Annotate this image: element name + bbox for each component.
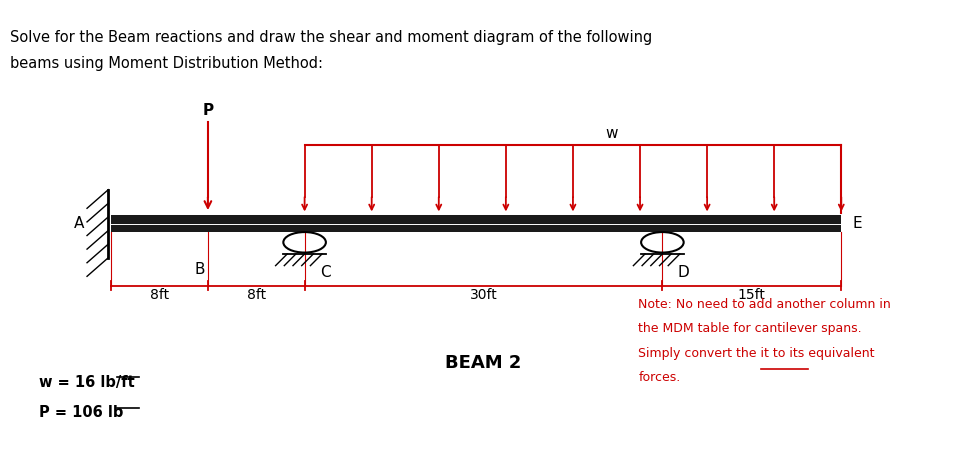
Text: the MDM table for cantilever spans.: the MDM table for cantilever spans. (638, 322, 862, 336)
Text: B: B (195, 262, 205, 277)
Text: w = 16 lb/ft: w = 16 lb/ft (39, 375, 134, 390)
Text: E: E (853, 216, 863, 231)
Polygon shape (111, 215, 841, 232)
Text: beams using Moment Distribution Method:: beams using Moment Distribution Method: (10, 56, 323, 71)
Text: C: C (320, 265, 331, 280)
Text: forces.: forces. (638, 371, 681, 384)
Text: 8ft: 8ft (150, 288, 169, 302)
Text: D: D (678, 265, 689, 280)
Text: 30ft: 30ft (470, 288, 497, 302)
Text: A: A (73, 216, 84, 231)
Text: Solve for the Beam reactions and draw the shear and moment diagram of the follow: Solve for the Beam reactions and draw th… (10, 30, 652, 45)
Text: Note: No need to add another column in: Note: No need to add another column in (638, 298, 891, 311)
Text: w: w (605, 126, 618, 141)
Text: P = 106 lb: P = 106 lb (39, 405, 123, 420)
Text: 8ft: 8ft (247, 288, 266, 302)
Text: BEAM 2: BEAM 2 (446, 355, 521, 372)
Text: Simply convert the it to its equivalent: Simply convert the it to its equivalent (638, 347, 875, 360)
Text: P: P (202, 103, 214, 118)
Text: 15ft: 15ft (738, 288, 766, 302)
